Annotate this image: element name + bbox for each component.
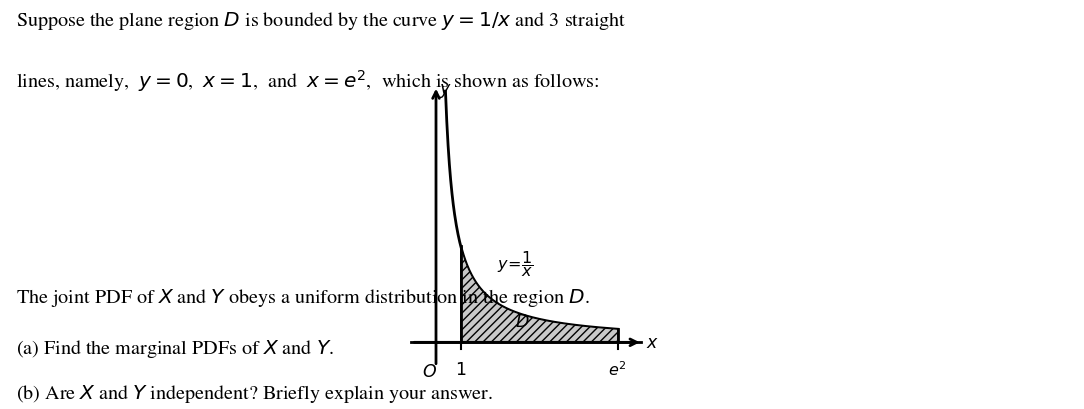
Text: $1$: $1$ <box>455 360 466 378</box>
Text: Suppose the plane region $D$ is bounded by the curve $y=1/x$ and 3 straight: Suppose the plane region $D$ is bounded … <box>16 10 627 32</box>
Text: The joint PDF of $X$ and $Y$ obeys a uniform distribution in the region $D$.: The joint PDF of $X$ and $Y$ obeys a uni… <box>16 286 590 308</box>
Text: (b) Are $X$ and $Y$ independent? Briefly explain your answer.: (b) Are $X$ and $Y$ independent? Briefly… <box>16 382 493 405</box>
Text: $O$: $O$ <box>423 362 437 380</box>
Text: $e^2$: $e^2$ <box>608 360 627 378</box>
Text: $x$: $x$ <box>646 333 659 351</box>
Text: $y$: $y$ <box>439 82 452 100</box>
Text: (a) Find the marginal PDFs of $X$ and $Y$.: (a) Find the marginal PDFs of $X$ and $Y… <box>16 337 334 360</box>
Text: $y\!=\!\dfrac{1}{x}$: $y\!=\!\dfrac{1}{x}$ <box>498 248 534 278</box>
Text: $D$: $D$ <box>515 312 529 330</box>
Text: lines, namely,  $y=0$,  $x=1$,  and  $x=e^2$,  which is shown as follows:: lines, namely, $y=0$, $x=1$, and $x=e^2$… <box>16 67 599 93</box>
Polygon shape <box>461 246 618 342</box>
